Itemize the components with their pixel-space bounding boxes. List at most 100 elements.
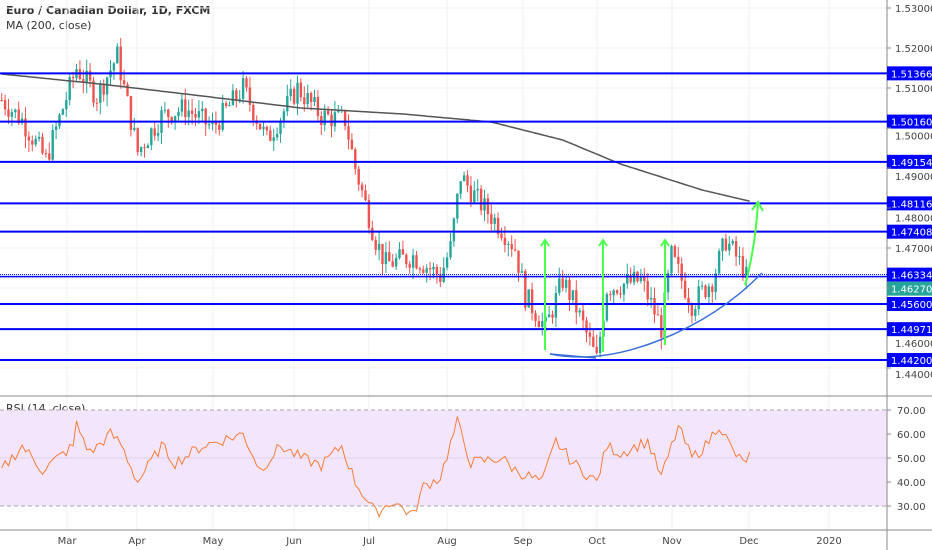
candle-body [408, 264, 411, 268]
candle-body [0, 100, 3, 101]
candle-body [173, 116, 177, 123]
candle-body [367, 200, 371, 228]
candle-body [734, 241, 738, 257]
candle-body [541, 321, 544, 328]
candle-body [269, 130, 272, 141]
candle-body [150, 128, 153, 146]
candle-body [697, 286, 700, 310]
candle-body [666, 273, 670, 293]
candle-body [218, 124, 221, 130]
candle-body [717, 251, 721, 274]
candle-body [643, 276, 646, 282]
candle-body [721, 238, 724, 252]
candle-body [333, 112, 337, 127]
candle-body [615, 290, 619, 294]
candle-body [677, 256, 680, 264]
level-price-label-bg [887, 267, 932, 282]
candle-body [524, 271, 527, 308]
candle-body [133, 128, 136, 131]
price-tick-label: 1.53000 [895, 4, 932, 15]
candle-body [136, 128, 139, 153]
candle-body [323, 110, 326, 126]
candle-body [177, 111, 180, 117]
candle-body [241, 78, 245, 99]
candle-body [425, 268, 428, 273]
level-price-label: 1.46334 [891, 271, 932, 282]
candle-body [683, 280, 687, 298]
candle-body [377, 243, 381, 250]
candle-body [95, 102, 99, 104]
candle-body [707, 286, 711, 298]
candle-body [187, 110, 190, 118]
candle-body [490, 214, 493, 224]
candle-body [330, 114, 333, 127]
candle-body [204, 108, 207, 125]
level-price-label-bg [887, 224, 932, 239]
candle-body [48, 153, 51, 160]
level-price-label: 1.51366 [891, 69, 932, 80]
candle-body [14, 109, 17, 113]
rsi-tick-label: 60.00 [897, 430, 926, 441]
level-price-label: 1.48116 [891, 199, 932, 210]
candle-body [214, 121, 218, 125]
arrow-head [540, 238, 550, 247]
candle-body [17, 109, 20, 124]
candle-body [88, 70, 92, 81]
candle-body [479, 188, 483, 211]
candle-body [595, 346, 598, 354]
candle-body [653, 297, 656, 315]
candle-body [122, 80, 126, 85]
candle-body [51, 129, 54, 160]
candle-body [578, 310, 581, 313]
candle-body [530, 289, 534, 314]
candle-body [517, 250, 520, 273]
candle-body [82, 78, 85, 83]
candle-body [394, 257, 398, 267]
candle-body [411, 255, 415, 268]
candle-body [388, 252, 391, 262]
candle-body [456, 193, 459, 219]
candle-body [275, 133, 279, 138]
arrow-head [598, 238, 608, 247]
candle-body [265, 126, 269, 131]
time-tick-label: Mar [58, 536, 78, 547]
candle-body [354, 149, 357, 169]
candle-body [551, 314, 554, 318]
candle-body [41, 136, 44, 154]
candle-body [622, 283, 626, 295]
candle-body [116, 46, 119, 64]
time-tick-label: Oct [588, 536, 605, 547]
candle-body [571, 290, 575, 301]
candle-body [534, 313, 537, 322]
candle-body [694, 309, 697, 316]
candle-body [626, 275, 629, 284]
candle-body [153, 128, 156, 136]
chart-title: Euro / Canadian Dollar, 1D, FXCM [6, 4, 211, 17]
candle-body [252, 104, 255, 121]
candle-body [197, 111, 201, 118]
arrow-head [660, 238, 670, 247]
candle-body [493, 217, 496, 224]
level-price-label-bg [887, 297, 932, 311]
candle-body [326, 110, 330, 115]
candle-body [496, 217, 500, 234]
candle-body [180, 99, 184, 112]
rsi-tick-label: 30.00 [897, 502, 926, 513]
candle-body [646, 281, 649, 300]
price-tick-label: 1.47000 [895, 244, 932, 255]
ma-legend: MA (200, close) [6, 19, 92, 32]
candle-body [568, 279, 571, 301]
candle-body [350, 139, 354, 150]
candle-body [279, 120, 282, 134]
candle-body [510, 244, 513, 250]
candle-body [92, 80, 95, 103]
level-price-label: 1.49154 [891, 158, 932, 169]
candle-body [316, 96, 320, 116]
time-tick-label: Aug [437, 536, 457, 547]
price-tick-label: 1.44000 [895, 370, 932, 381]
candle-body [503, 237, 507, 245]
candle-body [483, 198, 486, 211]
candle-body [337, 110, 340, 113]
arrow-head [751, 200, 764, 212]
